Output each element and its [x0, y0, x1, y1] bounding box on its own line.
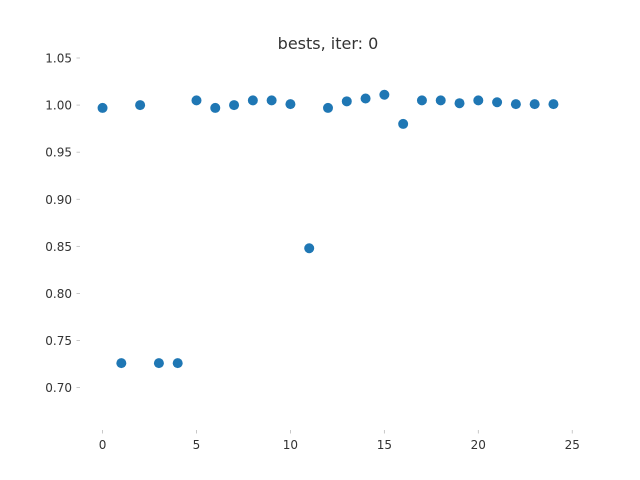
data-point [97, 102, 108, 113]
data-point [247, 95, 258, 106]
y-tick-label: 0.80 [45, 287, 72, 301]
data-point [360, 93, 371, 104]
data-point [379, 89, 390, 100]
y-tick-label: 1.00 [45, 99, 72, 113]
data-point [323, 102, 333, 113]
data-point [135, 100, 146, 111]
data-point [341, 96, 352, 107]
data-point [191, 95, 202, 106]
x-axis: 0 5 10 15 20 25 [99, 430, 580, 452]
x-tick-label: 15 [377, 438, 392, 452]
data-point [153, 358, 164, 369]
x-tick-label: 25 [565, 438, 580, 452]
y-axis: 0.70 0.75 0.80 0.85 0.90 0.95 1.00 1.05 [45, 52, 80, 395]
data-point [529, 99, 540, 110]
data-point [454, 98, 465, 109]
x-tick-label: 20 [471, 438, 486, 452]
data-point [116, 358, 127, 369]
chart-title: bests, iter: 0 [278, 34, 379, 53]
data-point [304, 243, 315, 254]
data-point [210, 102, 221, 113]
y-tick-label: 0.85 [45, 240, 72, 254]
data-points [97, 89, 559, 369]
y-tick-label: 1.05 [45, 52, 72, 66]
data-point [416, 95, 427, 106]
y-tick-label: 0.90 [45, 193, 72, 207]
x-tick-label: 10 [283, 438, 298, 452]
data-point [285, 99, 296, 110]
x-tick-label: 0 [99, 438, 107, 452]
y-tick-label: 0.75 [45, 334, 72, 348]
data-point [492, 97, 503, 108]
data-point [473, 95, 484, 106]
x-tick-label: 5 [193, 438, 201, 452]
data-point [229, 100, 240, 111]
data-point [548, 99, 559, 110]
data-point [435, 95, 446, 106]
y-tick-label: 0.95 [45, 146, 72, 160]
data-point [510, 99, 521, 110]
data-point [266, 95, 277, 106]
data-point [398, 118, 409, 129]
data-point [172, 358, 183, 369]
y-tick-label: 0.70 [45, 381, 72, 395]
